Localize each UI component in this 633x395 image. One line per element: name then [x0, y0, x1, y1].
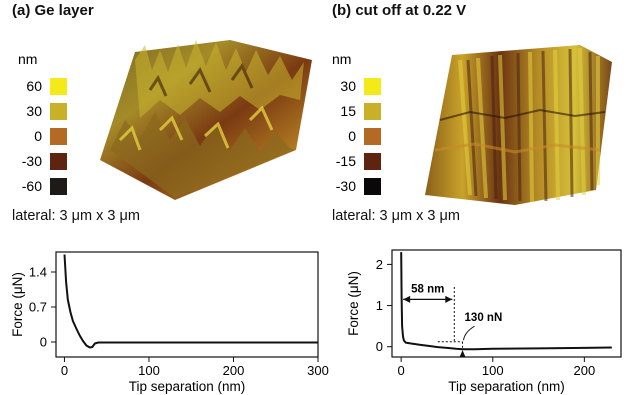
panel-a-legend-label: -30 — [22, 153, 42, 169]
panel-b-legend: nm 30 15 0 -15 -30 — [332, 51, 381, 195]
panel-a-legend-label: -60 — [22, 178, 42, 194]
chart-b: 0 100 200 0 1 2 Tip separation (nm) Force (μN) 5… — [346, 249, 622, 394]
panel-b-legend-swatch — [364, 128, 381, 145]
chart-a-x-tick-label: 300 — [307, 363, 329, 378]
panel-b-legend-label: 0 — [348, 128, 356, 144]
panel-b-legend-swatch — [364, 178, 381, 195]
panel-b-lateral-size: lateral: 3 μm x 3 μm — [332, 208, 460, 224]
panel-b-legend-unit: nm — [332, 51, 351, 67]
panel-b-title: (b) cut off at 0.22 V — [332, 2, 467, 19]
chart-b-annotation-130nn: 130 nN — [465, 312, 503, 324]
panel-a-legend-unit: nm — [18, 51, 37, 67]
chart-a-x-axis-label: Tip separation (nm) — [129, 379, 246, 394]
panel-a-legend-swatch — [50, 128, 67, 145]
chart-a-axes-frame — [55, 251, 319, 358]
chart-b-y-tick-label: 2 — [376, 257, 383, 272]
chart-a-y-tick-label: 0 — [40, 335, 47, 350]
chart-a: 0 100 200 300 0 0.7 1.4 Tip separation (nm) Forc… — [10, 251, 329, 394]
panel-b-legend-label: 30 — [340, 78, 356, 94]
chart-b-x-tick-label: 200 — [574, 363, 596, 378]
chart-a-x-tick-label: 100 — [138, 363, 160, 378]
panel-a-title: (a) Ge layer — [12, 2, 94, 19]
chart-b-y-axis-label: Force (μN) — [346, 271, 361, 336]
chart-b-x-axis-label: Tip separation (nm) — [448, 379, 565, 394]
panel-b-legend-swatch — [364, 153, 381, 170]
chart-b-130nn-pointer — [463, 325, 475, 341]
chart-a-y-tick-label: 1.4 — [29, 265, 47, 280]
panel-a-legend-swatch — [50, 103, 67, 120]
chart-b-y-tick-label: 1 — [376, 298, 383, 313]
panel-a-lateral-size: lateral: 3 μm x 3 μm — [12, 208, 140, 224]
chart-a-y-axis-label: Force (μN) — [10, 272, 25, 337]
panel-b-legend-label: -15 — [336, 153, 356, 169]
chart-b-arrowhead-right — [445, 295, 453, 303]
panel-a-legend: nm 60 30 0 -30 -60 — [18, 51, 67, 195]
panel-b-legend-label: -30 — [336, 178, 356, 194]
chart-a-x-tick-label: 200 — [223, 363, 245, 378]
chart-b-arrowhead-left — [403, 295, 411, 303]
panel-b-legend-swatch — [364, 78, 381, 95]
panel-a-legend-swatch — [50, 78, 67, 95]
panel-a-legend-label: 0 — [34, 128, 42, 144]
panel-b-legend-label: 15 — [340, 103, 356, 119]
chart-b-x-tick-label: 100 — [482, 363, 504, 378]
chart-b-minimum-marker — [459, 350, 466, 358]
chart-b-y-tick-label: 0 — [376, 339, 383, 354]
chart-b-axes-frame — [391, 249, 622, 358]
panel-a-legend-label: 30 — [26, 103, 42, 119]
panel-a-legend-swatch — [50, 178, 67, 195]
panel-a-legend-swatch — [50, 153, 67, 170]
chart-b-series-line — [400, 252, 612, 351]
panel-b-legend-swatch — [364, 103, 381, 120]
panel-b-afm-surface — [425, 45, 612, 205]
chart-a-x-tick-label: 0 — [61, 363, 68, 378]
chart-b-annotation-58nm: 58 nm — [411, 283, 444, 295]
panel-a-legend-label: 60 — [26, 78, 42, 94]
panel-a-afm-surface — [100, 40, 312, 200]
chart-b-x-tick-label: 0 — [398, 363, 405, 378]
chart-a-y-tick-label: 0.7 — [29, 300, 47, 315]
chart-a-series-line — [63, 254, 318, 349]
